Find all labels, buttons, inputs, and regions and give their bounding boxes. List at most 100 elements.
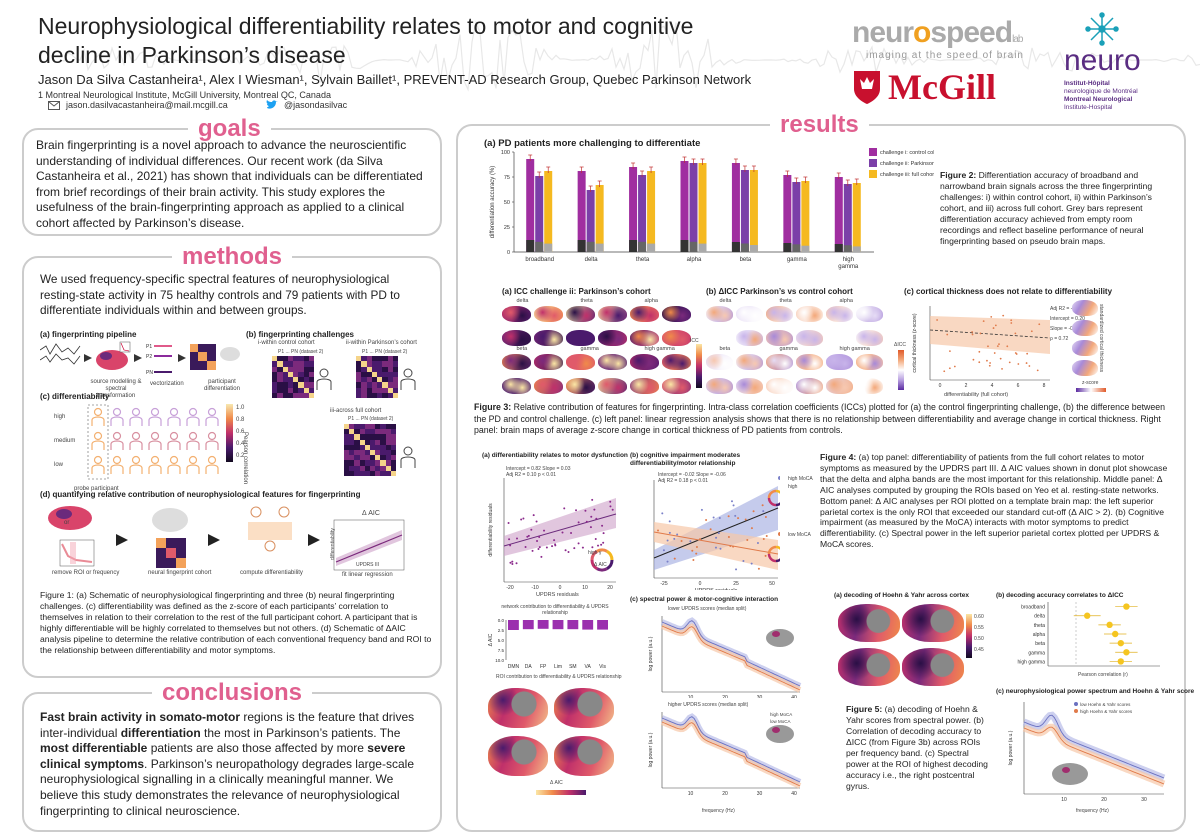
legend-low-hy-dot xyxy=(1074,702,1078,706)
heatmap-cell xyxy=(369,444,376,450)
data-point xyxy=(1008,361,1011,364)
data-point xyxy=(982,320,985,323)
fig4b-high: high xyxy=(788,484,798,490)
data-point xyxy=(594,538,597,541)
differentiability-people-grid xyxy=(87,404,219,480)
data-point xyxy=(986,359,988,362)
heatmap-cell xyxy=(371,371,377,377)
x-tick-label: -0.25 xyxy=(1043,669,1054,670)
data-point xyxy=(602,532,605,535)
brain-map xyxy=(630,306,659,322)
person-body xyxy=(205,416,219,426)
person-body xyxy=(148,464,162,474)
data-point xyxy=(734,514,737,517)
y-axis-label: log power (a.u.) xyxy=(1008,730,1014,765)
data-point xyxy=(676,533,679,536)
baseline-bar xyxy=(698,243,707,252)
heatmap-cell xyxy=(380,439,386,445)
heatmap-cell xyxy=(369,434,376,440)
person-head xyxy=(150,431,160,441)
heatmap-cell xyxy=(377,392,383,398)
heatmap-cell xyxy=(382,377,388,383)
dot xyxy=(1106,621,1113,629)
updrs-differentiability-scatter: -20 -10 0 10 20 differentiability residuals xyxy=(488,478,617,591)
heatmap-cell xyxy=(392,361,398,367)
heatmap-cell xyxy=(371,392,377,398)
conclusions-heading: conclusions xyxy=(152,680,313,706)
heatmap-cell xyxy=(303,361,309,367)
heatmap-cell xyxy=(380,444,386,450)
data-point xyxy=(581,546,584,549)
x-tick-label: 10 xyxy=(1061,797,1067,803)
heatmap-cell xyxy=(349,434,355,440)
heatmap-cell xyxy=(354,439,360,445)
band-label: delta xyxy=(719,298,732,304)
heatmap-cell xyxy=(380,455,386,461)
heatmap-cell xyxy=(377,356,383,362)
data-point xyxy=(570,531,573,534)
baseline-bar xyxy=(852,246,861,252)
baseline-bar xyxy=(689,241,698,252)
x-tick-label: 25 xyxy=(733,581,739,587)
heatmap-cell xyxy=(349,424,355,430)
band-label: alpha xyxy=(644,298,658,304)
regression-line xyxy=(503,513,617,547)
category-label: delta xyxy=(1034,614,1045,620)
heatmap-cell xyxy=(359,424,365,430)
heatmap-cell xyxy=(359,444,365,450)
data-point xyxy=(718,517,721,520)
x-tick-label: 10 xyxy=(688,791,694,797)
bar xyxy=(647,171,656,252)
person-head xyxy=(93,407,103,417)
heatmap-cell xyxy=(354,449,360,456)
data-point xyxy=(536,539,539,542)
heatmap-cell xyxy=(369,455,376,461)
person-body xyxy=(110,416,124,426)
heatmap-cell xyxy=(392,392,398,398)
heatmap-cell xyxy=(308,366,314,372)
heatmap-cell xyxy=(390,460,396,466)
x-tick-label: 0.50 xyxy=(1128,669,1137,670)
brain-map xyxy=(766,354,793,370)
heatmap-cell xyxy=(375,434,381,440)
high-moca-line xyxy=(661,620,801,687)
data-point xyxy=(752,510,755,513)
heatmap-cell xyxy=(298,382,304,388)
y-axis-label: differentiation accuracy (%) xyxy=(490,166,496,239)
heatmap-cell xyxy=(382,366,388,372)
heatmap-cell xyxy=(364,429,370,435)
heatmap-cell xyxy=(272,356,278,362)
network-bar xyxy=(522,620,534,630)
donut-segment xyxy=(606,559,614,570)
methods-heading: methods xyxy=(172,244,293,270)
heatmap-cell xyxy=(356,392,362,398)
data-point xyxy=(532,514,535,517)
donut-segment xyxy=(590,550,598,561)
person-head xyxy=(131,407,141,417)
fig1a-source-label: source modelling & spectral transformati… xyxy=(90,379,142,399)
brain-map xyxy=(766,378,793,394)
twitter-contact[interactable]: @jasondasilvac xyxy=(266,100,347,110)
email-contact[interactable]: jason.dasilvacastanheira@mail.mcgill.ca xyxy=(48,100,228,110)
data-point xyxy=(657,529,660,532)
donut-segment xyxy=(590,559,598,570)
heatmap-cell xyxy=(272,361,278,367)
data-point xyxy=(727,536,730,539)
data-point xyxy=(971,331,974,333)
spectrum-higher-updrs: log power (a.u.) 10 20 30 40 xyxy=(648,712,802,797)
fig4c-xlabel: frequency (Hz) xyxy=(702,808,735,814)
heatmap-cell xyxy=(387,366,393,372)
data-point xyxy=(553,539,556,542)
poster-title: Neurophysiological differentiability rel… xyxy=(38,12,798,70)
data-point xyxy=(591,546,594,549)
data-point xyxy=(762,538,765,541)
heatmap-cell xyxy=(387,387,393,393)
heatmap-cell xyxy=(354,455,360,461)
data-point xyxy=(712,516,715,519)
data-point xyxy=(563,507,566,510)
person-icon xyxy=(110,431,124,450)
heatmap-cell xyxy=(385,439,391,445)
fig1a-label: (a) fingerprinting pipeline xyxy=(40,330,137,339)
data-point xyxy=(611,508,614,511)
heatmap-cell xyxy=(354,434,360,440)
